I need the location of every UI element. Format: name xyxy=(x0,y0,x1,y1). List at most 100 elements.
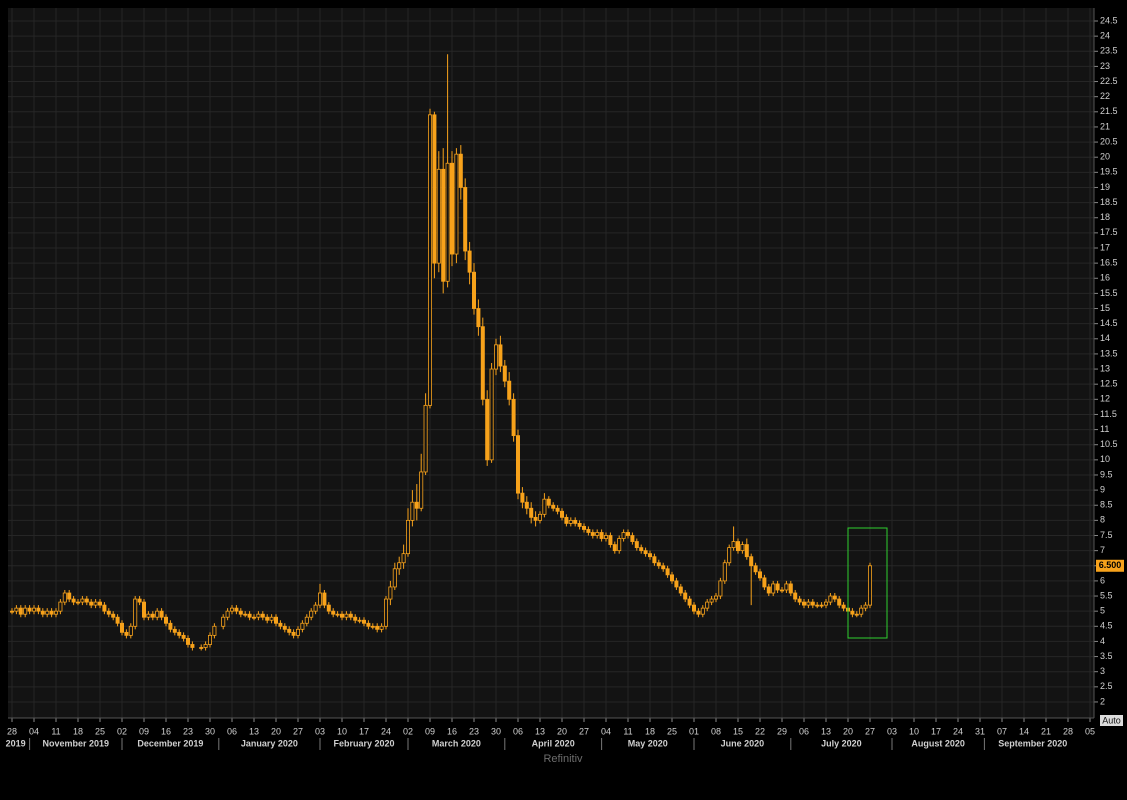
candle-body xyxy=(815,604,820,607)
x-tick-label: 11 xyxy=(623,726,632,736)
x-tick-label: 27 xyxy=(579,726,589,736)
candle-body xyxy=(788,583,793,594)
y-tick-label: 24 xyxy=(1100,31,1110,41)
candle-body xyxy=(573,519,578,524)
x-tick-label: 23 xyxy=(183,726,193,736)
candle-body xyxy=(863,604,868,609)
y-tick-label: 23.5 xyxy=(1100,46,1118,56)
candle-body xyxy=(771,583,776,594)
candle-body xyxy=(780,589,785,592)
candle-body xyxy=(265,616,270,621)
month-label: February 2020 xyxy=(333,738,394,748)
candles xyxy=(9,54,873,651)
candle-body xyxy=(67,592,72,600)
y-tick-label: 17 xyxy=(1100,242,1110,252)
x-tick-label: 29 xyxy=(777,726,787,736)
y-tick-label: 19.5 xyxy=(1100,167,1118,177)
y-tick-label: 7 xyxy=(1100,545,1105,555)
x-tick-label: 20 xyxy=(557,726,567,736)
candle-body xyxy=(524,501,529,509)
candle-body xyxy=(251,616,256,619)
candle-body xyxy=(529,507,534,518)
y-tick-label: 18 xyxy=(1100,212,1110,222)
candle-body xyxy=(58,601,63,612)
candle-body xyxy=(155,610,160,618)
candle-body xyxy=(243,613,248,616)
candle-body xyxy=(317,592,322,606)
y-tick-label: 18.5 xyxy=(1100,197,1118,207)
candle-body xyxy=(586,529,591,533)
candle-body xyxy=(405,519,410,555)
candle-body xyxy=(353,616,358,621)
candle-body xyxy=(621,532,626,539)
candle-body xyxy=(54,610,59,615)
y-tick-label: 5.5 xyxy=(1100,590,1113,600)
y-tick-label: 7.5 xyxy=(1100,530,1113,540)
candle-body xyxy=(27,607,32,612)
x-tick-label: 22 xyxy=(755,726,765,736)
candle-body xyxy=(498,344,503,367)
candle-body xyxy=(868,565,873,606)
auto-label[interactable]: Auto xyxy=(1102,715,1121,725)
candle-body xyxy=(177,631,182,636)
candle-body xyxy=(630,535,635,542)
x-tick-label: 13 xyxy=(249,726,259,736)
candle-body xyxy=(432,114,437,264)
candle-body xyxy=(326,604,331,612)
candle-body xyxy=(449,162,454,255)
candle-body xyxy=(454,153,459,255)
candle-body xyxy=(383,598,388,627)
y-tick-label: 21 xyxy=(1100,121,1110,131)
candle-body xyxy=(14,607,19,612)
candle-body xyxy=(76,601,81,604)
candle-body xyxy=(692,604,697,612)
y-tick-label: 9 xyxy=(1100,484,1105,494)
candle-body xyxy=(445,162,450,282)
x-tick-label: 02 xyxy=(403,726,413,736)
candle-body xyxy=(718,580,723,597)
y-tick-label: 22.5 xyxy=(1100,76,1118,86)
candle-body xyxy=(419,471,424,509)
y-tick-label: 10.5 xyxy=(1100,439,1118,449)
candle-body xyxy=(273,616,278,624)
candle-body xyxy=(797,598,802,603)
candle-body xyxy=(493,344,498,370)
candle-body xyxy=(608,535,613,545)
candle-body xyxy=(221,616,226,627)
candle-body xyxy=(762,577,767,588)
x-tick-label: 23 xyxy=(469,726,479,736)
candle-body xyxy=(753,565,758,573)
auto-button[interactable] xyxy=(1100,715,1123,726)
candle-body xyxy=(476,308,481,328)
candle-body xyxy=(322,592,327,606)
candle-body xyxy=(427,114,432,406)
candle-body xyxy=(696,610,701,615)
month-label: August 2020 xyxy=(911,738,965,748)
x-tick-label: 09 xyxy=(425,726,435,736)
x-tick-label: 01 xyxy=(689,726,699,736)
candle-body xyxy=(850,610,855,615)
candle-body xyxy=(84,598,89,603)
candle-body xyxy=(115,616,120,624)
candle-body xyxy=(590,532,595,536)
candle-body xyxy=(199,647,204,649)
candle-body xyxy=(670,574,675,582)
x-tick-label: 09 xyxy=(139,726,149,736)
candle-body xyxy=(80,598,85,603)
candle-body xyxy=(172,628,177,633)
last-price-label: 6.500 xyxy=(1099,560,1122,570)
candle-body xyxy=(538,513,543,521)
y-tick-label: 11 xyxy=(1100,424,1109,434)
y-tick-label: 5 xyxy=(1100,606,1105,616)
candle-body xyxy=(802,601,807,606)
month-label: January 2020 xyxy=(241,738,298,748)
candle-body xyxy=(595,532,600,536)
y-tick-label: 3.5 xyxy=(1100,651,1113,661)
y-tick-label: 11.5 xyxy=(1100,409,1117,419)
candle-body xyxy=(295,628,300,636)
candle-body xyxy=(168,622,173,630)
candle-body xyxy=(331,610,336,615)
candle-body xyxy=(247,613,252,618)
x-tick-label: 06 xyxy=(227,726,237,736)
candle-body xyxy=(700,607,705,615)
